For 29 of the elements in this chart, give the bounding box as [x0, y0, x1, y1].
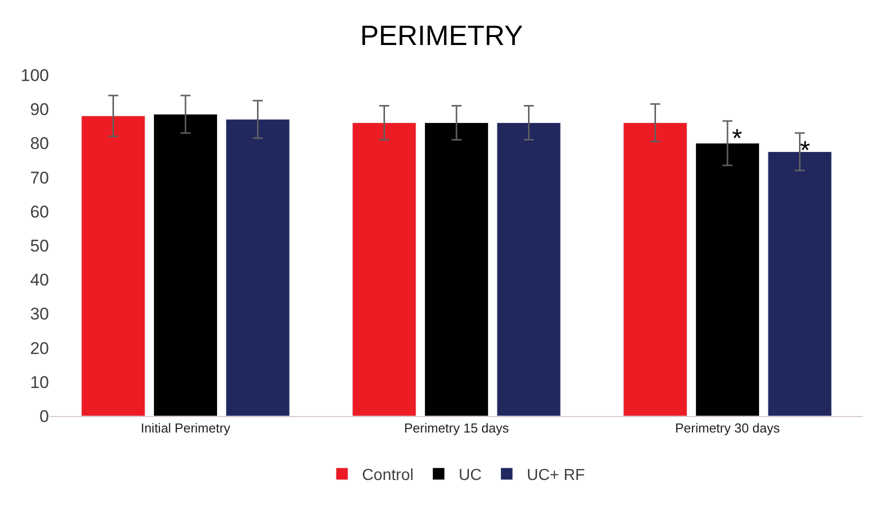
x-tick-label: Initial Perimetry	[140, 420, 231, 436]
annotation: *	[800, 135, 810, 165]
x-tick-label: Perimetry 30 days	[675, 420, 780, 436]
x-tick-label: Perimetry 15 days	[404, 420, 510, 436]
y-tick-label: 0	[40, 406, 49, 426]
bar	[424, 122, 489, 416]
y-tick-label: 50	[30, 236, 49, 256]
legend-label: Control	[362, 467, 414, 484]
y-tick-label: 10	[30, 372, 49, 392]
y-tick-label: 20	[30, 338, 49, 358]
y-tick-label: 100	[20, 66, 49, 85]
y-tick-label: 90	[30, 100, 49, 120]
bar	[768, 151, 832, 416]
y-tick-label: 70	[30, 168, 49, 188]
y-tick-label: 30	[30, 304, 49, 324]
y-tick-label: 40	[30, 270, 49, 290]
y-tick-label: 80	[30, 134, 49, 154]
bar	[695, 142, 760, 416]
bar	[153, 114, 218, 416]
bar	[352, 122, 416, 416]
chart-title: PERIMETRY	[360, 20, 524, 51]
legend-label: UC	[458, 467, 482, 484]
bar	[496, 122, 561, 416]
bar	[623, 122, 688, 416]
y-tick-label: 60	[30, 202, 49, 222]
bar	[226, 119, 290, 416]
bar	[81, 116, 146, 416]
legend-label: UC+ RF	[526, 467, 586, 484]
annotation: *	[732, 123, 742, 153]
